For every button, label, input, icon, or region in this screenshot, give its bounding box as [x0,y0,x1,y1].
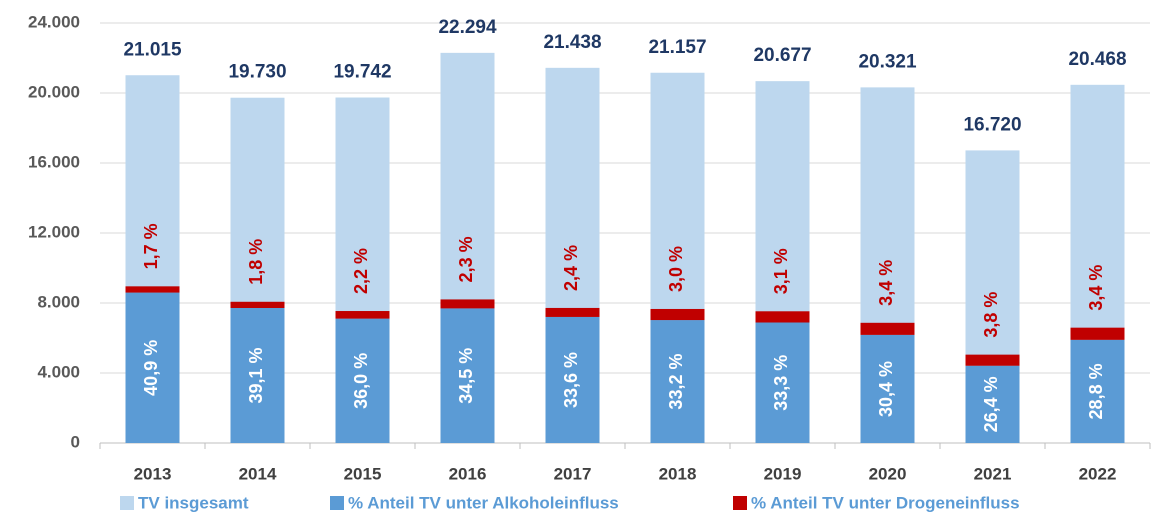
alcohol-label: 28,8 % [1086,363,1106,419]
total-label: 20.321 [858,51,917,72]
legend-swatch [120,496,134,510]
y-tick-label: 0 [71,432,80,451]
legend-label: % Anteil TV unter Drogeneinfluss [751,493,1020,512]
drug-label: 1,7 % [141,223,161,269]
bar-alcohol [860,334,915,443]
drug-label: 3,1 % [771,248,791,294]
total-label: 16.720 [963,114,1021,135]
drug-label: 3,4 % [1086,265,1106,311]
bar-drug [755,311,810,323]
alcohol-label: 33,6 % [561,352,581,408]
drug-label: 2,3 % [456,236,476,282]
alcohol-label: 36,0 % [351,353,371,409]
bar-drug [230,301,285,308]
x-tick-label: 2022 [1079,464,1117,483]
total-label: 21.157 [648,37,706,58]
y-tick-label: 8.000 [37,292,80,311]
y-tick-label: 16.000 [28,152,80,171]
bar-alcohol [755,322,810,443]
bar-alcohol [1070,339,1125,443]
bar-drug [125,286,180,293]
y-tick-label: 20.000 [28,82,80,101]
legend-label: % Anteil TV unter Alkoholeinfluss [348,493,619,512]
x-tick-label: 2021 [974,464,1012,483]
bar-alcohol [335,318,390,443]
total-label: 21.438 [543,32,601,53]
bar-alcohol [650,320,705,443]
bar-drug [440,299,495,309]
alcohol-label: 30,4 % [876,361,896,417]
total-label: 21.015 [123,39,182,60]
legend-swatch [330,496,344,510]
legend-swatch [733,496,747,510]
bar-alcohol [965,365,1020,443]
drug-label: 1,8 % [246,239,266,285]
bar-drug [1070,327,1125,340]
alcohol-label: 33,3 % [771,355,791,411]
total-label: 19.742 [333,62,391,83]
bar-drug [860,322,915,335]
drug-label: 2,2 % [351,248,371,294]
drug-label: 3,4 % [876,260,896,306]
legend-label: TV insgesamt [138,493,249,512]
alcohol-label: 26,4 % [981,376,1001,432]
x-tick-label: 2016 [449,464,487,483]
y-tick-label: 12.000 [28,222,80,241]
drug-label: 3,0 % [666,246,686,292]
total-label: 19.730 [228,62,286,83]
bar-drug [650,308,705,321]
bar-drug [545,307,600,317]
alcohol-label: 33,2 % [666,354,686,410]
bar-drug [335,311,390,319]
bar-drug [965,354,1020,366]
bar-alcohol [125,292,180,443]
bar-alcohol [230,307,285,443]
x-tick-label: 2017 [554,464,592,483]
total-label: 20.677 [753,45,811,66]
alcohol-label: 40,9 % [141,340,161,396]
x-tick-label: 2014 [239,464,277,483]
drug-label: 3,8 % [981,292,1001,338]
x-tick-label: 2020 [869,464,907,483]
x-tick-label: 2013 [134,464,172,483]
bar-alcohol [545,316,600,443]
x-tick-label: 2019 [764,464,802,483]
total-label: 22.294 [438,17,497,38]
y-tick-label: 4.000 [37,362,80,381]
total-label: 20.468 [1068,49,1126,70]
x-tick-label: 2018 [659,464,697,483]
drug-label: 2,4 % [561,245,581,291]
bar-alcohol [440,308,495,443]
alcohol-label: 39,1 % [246,347,266,403]
y-tick-label: 24.000 [28,12,80,31]
alcohol-label: 34,5 % [456,348,476,404]
x-tick-label: 2015 [344,464,382,483]
